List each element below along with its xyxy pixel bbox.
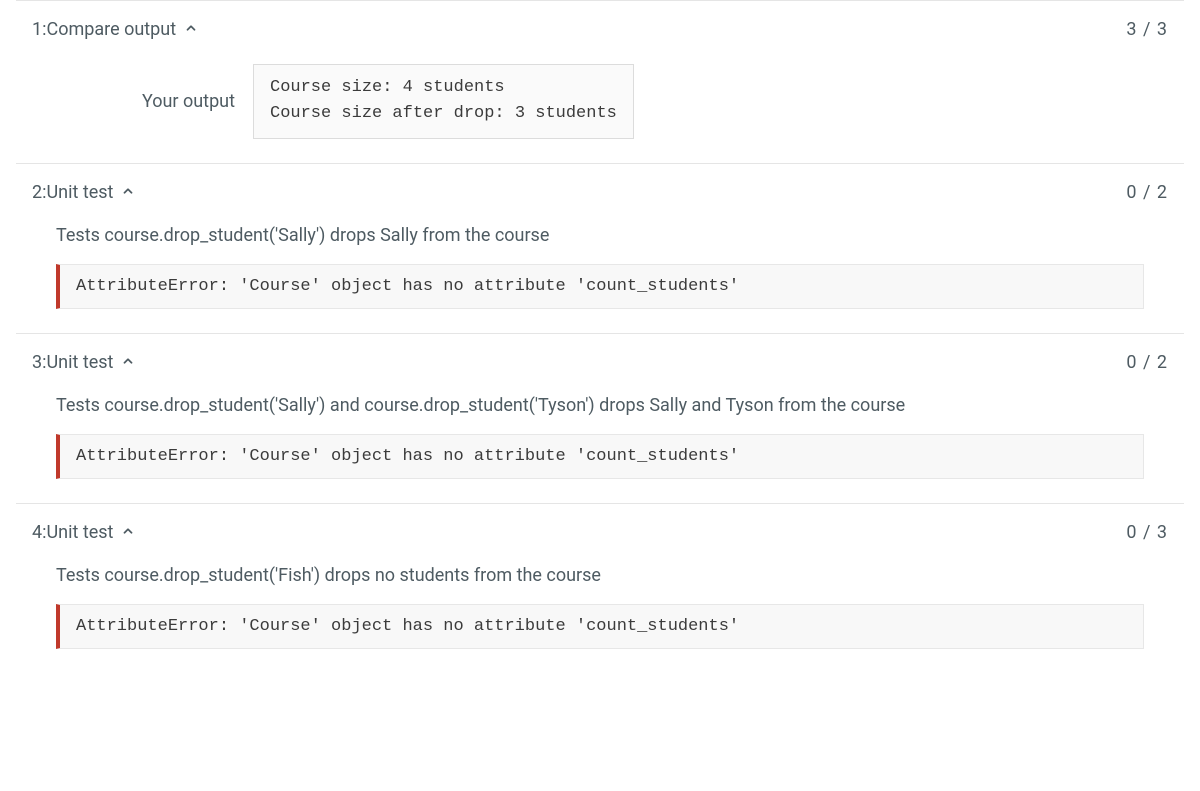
test-score: 0 / 2 [1126, 182, 1168, 203]
chevron-up-icon [184, 21, 198, 38]
test-score: 0 / 3 [1126, 522, 1168, 543]
test-title-label: 1:Compare output [32, 19, 176, 40]
test-section-3: 3:Unit test 0 / 2 Tests course.drop_stud… [16, 333, 1184, 503]
error-message-box: AttributeError: 'Course' object has no a… [56, 604, 1144, 649]
test-title-row: 3:Unit test [32, 352, 135, 373]
error-message-box: AttributeError: 'Course' object has no a… [56, 264, 1144, 309]
test-score: 0 / 2 [1126, 352, 1168, 373]
test-title-label: 3:Unit test [32, 352, 113, 373]
test-header-2[interactable]: 2:Unit test 0 / 2 [32, 182, 1168, 203]
output-label: Your output [142, 91, 235, 112]
test-section-1: 1:Compare output 3 / 3 Your output Cours… [16, 0, 1184, 163]
chevron-up-icon [121, 354, 135, 371]
test-header-3[interactable]: 3:Unit test 0 / 2 [32, 352, 1168, 373]
chevron-up-icon [121, 184, 135, 201]
error-message-box: AttributeError: 'Course' object has no a… [56, 434, 1144, 479]
test-header-1[interactable]: 1:Compare output 3 / 3 [32, 19, 1168, 40]
test-title-label: 2:Unit test [32, 182, 113, 203]
test-section-4: 4:Unit test 0 / 3 Tests course.drop_stud… [16, 503, 1184, 673]
output-code-box: Course size: 4 students Course size afte… [253, 64, 634, 139]
test-title-row: 2:Unit test [32, 182, 135, 203]
chevron-up-icon [121, 524, 135, 541]
test-title-row: 4:Unit test [32, 522, 135, 543]
test-results-panel: 1:Compare output 3 / 3 Your output Cours… [0, 0, 1200, 697]
test-description: Tests course.drop_student('Sally') and c… [56, 395, 1168, 416]
test-header-4[interactable]: 4:Unit test 0 / 3 [32, 522, 1168, 543]
test-section-2: 2:Unit test 0 / 2 Tests course.drop_stud… [16, 163, 1184, 333]
test-score: 3 / 3 [1126, 19, 1168, 40]
test-description: Tests course.drop_student('Sally') drops… [56, 225, 1168, 246]
test-title-row: 1:Compare output [32, 19, 198, 40]
test-title-label: 4:Unit test [32, 522, 113, 543]
test-description: Tests course.drop_student('Fish') drops … [56, 565, 1168, 586]
output-row: Your output Course size: 4 students Cour… [142, 64, 1168, 139]
